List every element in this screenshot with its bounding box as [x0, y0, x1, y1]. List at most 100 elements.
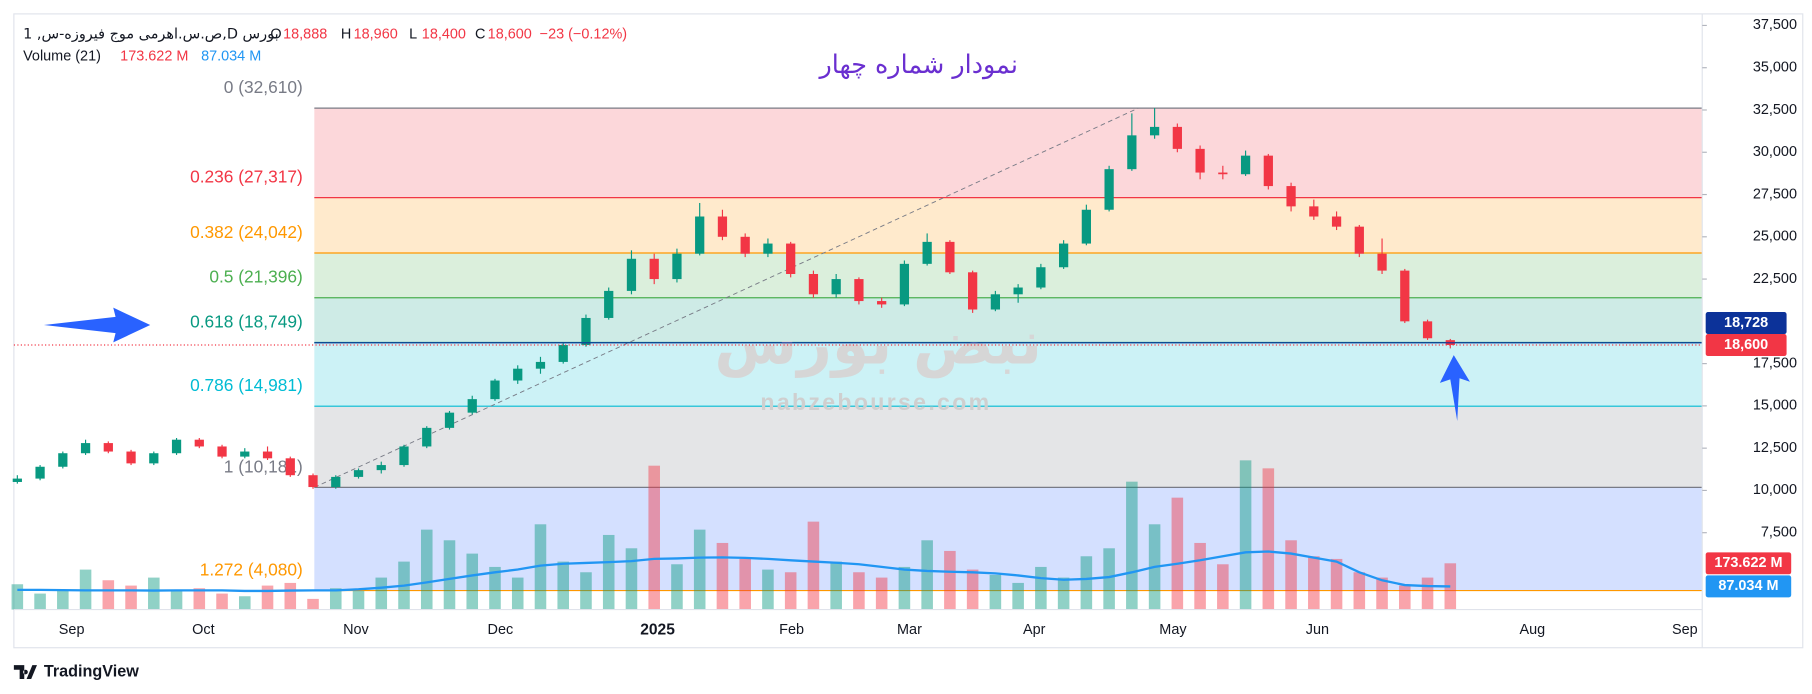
- price-tag-label: 18,728: [1724, 315, 1768, 331]
- ohlc-value: 18,400: [422, 27, 466, 43]
- volume-bar: [1444, 563, 1457, 610]
- volume-bar: [716, 542, 729, 610]
- volume-bar: [1171, 497, 1184, 610]
- brand: TradingView: [44, 662, 139, 680]
- x-tick-label: Feb: [779, 622, 804, 638]
- volume-bar: [739, 558, 751, 610]
- candle-body: [35, 466, 45, 479]
- y-tick-label: 12,500: [1753, 440, 1797, 456]
- candle-body: [1036, 267, 1046, 288]
- ohlc-value: 18,600: [488, 27, 532, 43]
- volume-tag-label: 173.622 M: [1714, 555, 1782, 571]
- volume-bar: [170, 590, 183, 610]
- y-tick-label: 32,500: [1753, 102, 1797, 118]
- candle-body: [945, 241, 955, 273]
- candle-body: [353, 470, 364, 477]
- candle-body: [1058, 243, 1069, 268]
- volume-bar: [1035, 566, 1047, 610]
- volume-bar: [1057, 577, 1070, 610]
- candle-body: [968, 272, 978, 310]
- candle-body: [12, 478, 22, 482]
- volume-bar: [557, 561, 570, 610]
- volume-bar: [352, 590, 365, 610]
- volume-bar: [966, 569, 979, 610]
- x-tick-label: 2025: [640, 622, 675, 639]
- candle-body: [444, 412, 455, 428]
- volume-bar: [671, 564, 683, 610]
- candle-body: [1013, 287, 1023, 295]
- volume-bar: [989, 574, 1002, 610]
- volume-bar: [853, 572, 865, 610]
- candle-body: [399, 446, 409, 466]
- y-tick-label: 17,500: [1753, 355, 1797, 371]
- volume-bar: [1080, 556, 1093, 610]
- volume-bar: [420, 529, 433, 610]
- fib-label: 1 (10,181): [224, 456, 303, 476]
- volume-bar: [125, 585, 137, 610]
- volume-value: 173.622 M: [120, 48, 188, 64]
- volume-bar: [1421, 577, 1434, 610]
- change: −23 (−0.12%): [540, 27, 627, 43]
- volume-bar: [443, 540, 456, 610]
- plot: [12, 108, 1703, 489]
- fib-label: 0.786 (14,981): [190, 375, 303, 395]
- y-tick-label: 30,000: [1753, 144, 1797, 160]
- left-arrow: [43, 307, 151, 343]
- candle-body: [1172, 126, 1182, 149]
- y-tick-label: 15,000: [1753, 398, 1797, 414]
- ohlc-value: 18,960: [354, 27, 398, 43]
- fib-band: [314, 252, 1703, 298]
- candle-body: [1195, 148, 1205, 173]
- y-tick-label: 37,500: [1753, 17, 1797, 33]
- price-tag-label: 18,600: [1724, 337, 1768, 353]
- candle-body: [558, 345, 568, 362]
- volume-bar: [534, 524, 547, 610]
- volume-bar: [1194, 542, 1206, 610]
- candle-body: [922, 241, 932, 264]
- candle-body: [808, 273, 819, 295]
- volume-bar: [1285, 540, 1297, 610]
- volume-bar: [875, 577, 888, 610]
- ohlc-key: O: [270, 27, 281, 43]
- volume-bar: [466, 553, 479, 610]
- candle-body: [1422, 321, 1433, 339]
- candle-body: [626, 258, 637, 291]
- volume-bar: [1376, 577, 1388, 610]
- candle-body: [80, 443, 91, 454]
- candle-body: [331, 476, 341, 488]
- tv-logo: TradingView: [13, 662, 139, 680]
- candle-body: [513, 368, 523, 381]
- candle-body: [899, 263, 910, 305]
- frame: [13, 13, 1804, 649]
- volume-bar: [648, 465, 660, 610]
- volume-bar: [625, 548, 638, 610]
- volume-bar: [1012, 582, 1024, 610]
- volume-bar: [307, 598, 319, 610]
- y-tick-label: 10,000: [1753, 482, 1797, 498]
- x-tick-label: Nov: [343, 622, 369, 638]
- candle-body: [535, 361, 546, 369]
- candle-body: [490, 380, 500, 400]
- volume-bar: [216, 593, 228, 610]
- x-tick-label: Apr: [1023, 622, 1046, 638]
- fib-band: [314, 406, 1703, 488]
- fib-band: [314, 487, 1703, 591]
- volume-bar: [148, 577, 160, 610]
- fib-band: [314, 297, 1703, 343]
- volume-bar: [284, 582, 297, 610]
- ohlc-key: H: [341, 27, 351, 43]
- candle-body: [990, 294, 1001, 310]
- volume-bar: [1330, 558, 1343, 610]
- volume-bar: [1103, 548, 1115, 610]
- price-tag: [1705, 312, 1787, 335]
- volume-bar: [511, 577, 524, 610]
- volume-bar: [580, 572, 592, 610]
- volume-bar: [11, 584, 24, 610]
- volume-bar: [1353, 572, 1366, 610]
- x-tick-label: Sep: [59, 622, 85, 638]
- volume-tag: [1705, 552, 1792, 575]
- fib-label: 0.618 (18,749): [190, 311, 303, 331]
- fib-label: 0.236 (27,317): [190, 167, 303, 187]
- watermark-logo: نبض بورس: [714, 309, 1042, 379]
